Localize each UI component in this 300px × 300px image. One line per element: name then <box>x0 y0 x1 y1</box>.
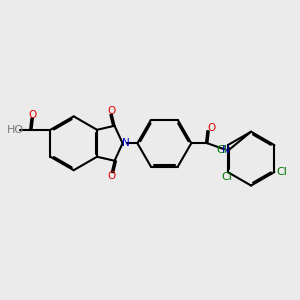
Text: O: O <box>29 110 37 120</box>
Text: N: N <box>222 145 230 155</box>
Text: Cl: Cl <box>216 145 227 155</box>
Text: O: O <box>108 171 116 181</box>
Text: H: H <box>0 299 1 300</box>
Text: HO: HO <box>7 125 24 135</box>
Text: O: O <box>207 123 216 133</box>
Text: O: O <box>108 106 116 116</box>
Text: N: N <box>122 138 130 148</box>
Text: Cl: Cl <box>277 167 287 177</box>
Text: Cl: Cl <box>221 172 232 182</box>
